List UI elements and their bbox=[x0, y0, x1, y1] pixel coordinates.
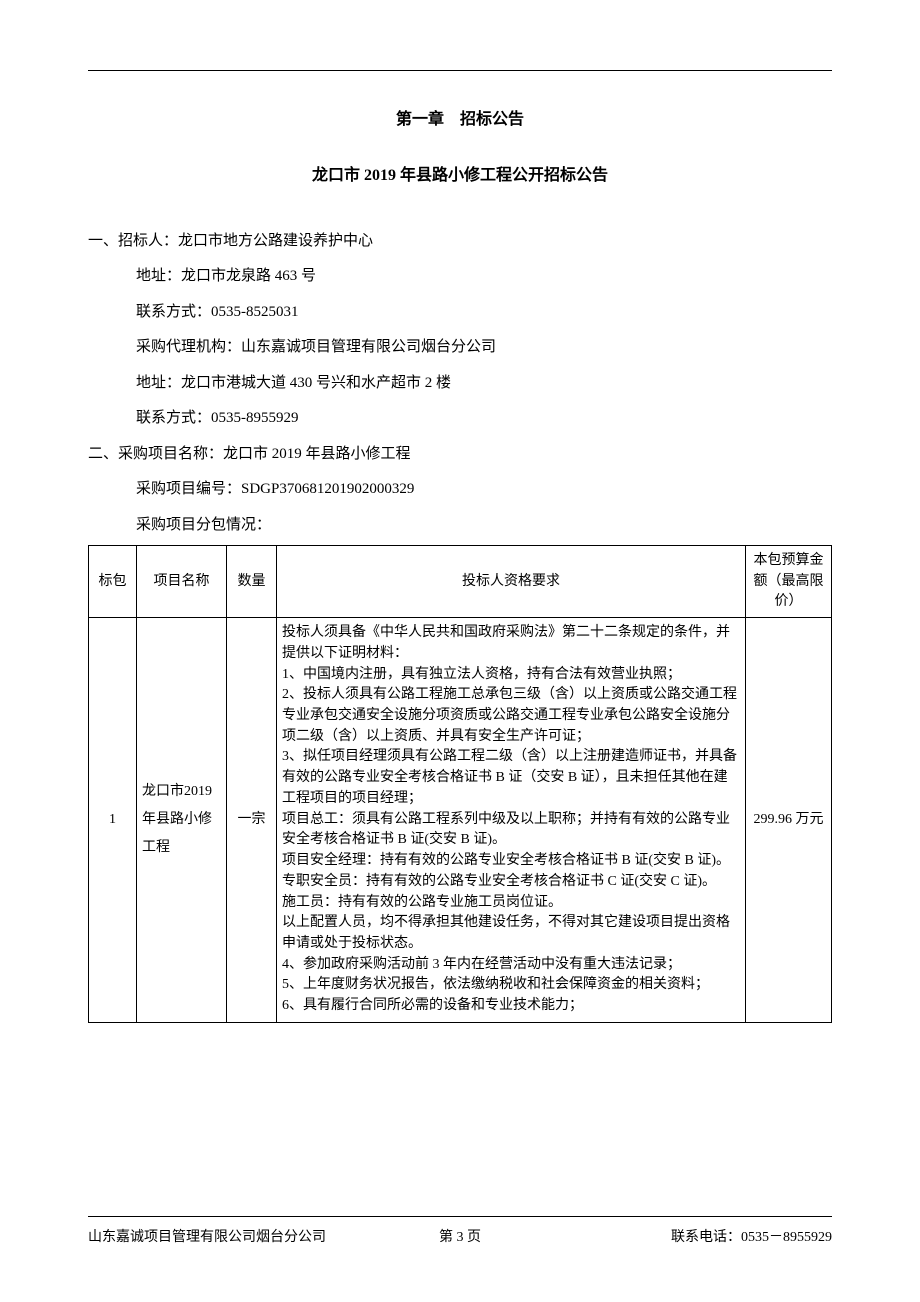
document-title: 龙口市 2019 年县路小修工程公开招标公告 bbox=[88, 161, 832, 191]
header-bid: 标包 bbox=[89, 546, 137, 618]
cell-qty: 一宗 bbox=[227, 618, 277, 1023]
top-horizontal-rule bbox=[88, 70, 832, 71]
cell-budget: 299.96 万元 bbox=[746, 618, 832, 1023]
project-name-heading: 二、采购项目名称：龙口市 2019 年县路小修工程 bbox=[88, 439, 832, 471]
header-budget: 本包预算金额（最高限价） bbox=[746, 546, 832, 618]
cell-bid: 1 bbox=[89, 618, 137, 1023]
agency-address: 地址：龙口市港城大道 430 号兴和水产超市 2 楼 bbox=[88, 368, 832, 400]
project-number: 采购项目编号：SDGP370681201902000329 bbox=[88, 474, 832, 506]
header-name: 项目名称 bbox=[137, 546, 227, 618]
section-1: 一、招标人：龙口市地方公路建设养护中心 地址：龙口市龙泉路 463 号 联系方式… bbox=[88, 226, 832, 435]
chapter-title: 第一章 招标公告 bbox=[88, 105, 832, 135]
header-req: 投标人资格要求 bbox=[277, 546, 746, 618]
bid-package-table: 标包 项目名称 数量 投标人资格要求 本包预算金额（最高限价） 1 龙口市201… bbox=[88, 545, 832, 1023]
footer-left: 山东嘉诚项目管理有限公司烟台分公司 bbox=[88, 1225, 326, 1252]
footer-contact: 联系电话：0535－8955929 bbox=[671, 1225, 832, 1252]
section-2: 二、采购项目名称：龙口市 2019 年县路小修工程 采购项目编号：SDGP370… bbox=[88, 439, 832, 542]
cell-req: 投标人须具备《中华人民共和国政府采购法》第二十二条规定的条件，并提供以下证明材料… bbox=[277, 618, 746, 1023]
requirements-text: 投标人须具备《中华人民共和国政府采购法》第二十二条规定的条件，并提供以下证明材料… bbox=[282, 623, 740, 1017]
agency-contact: 联系方式：0535-8955929 bbox=[88, 403, 832, 435]
bidder-address: 地址：龙口市龙泉路 463 号 bbox=[88, 261, 832, 293]
bidder-contact: 联系方式：0535-8525031 bbox=[88, 297, 832, 329]
cell-name: 龙口市2019 年县路小修工程 bbox=[137, 618, 227, 1023]
agency-name: 采购代理机构：山东嘉诚项目管理有限公司烟台分公司 bbox=[88, 332, 832, 364]
header-qty: 数量 bbox=[227, 546, 277, 618]
page-content: 第一章 招标公告 龙口市 2019 年县路小修工程公开招标公告 一、招标人：龙口… bbox=[0, 0, 920, 1063]
table-row: 1 龙口市2019 年县路小修工程 一宗 投标人须具备《中华人民共和国政府采购法… bbox=[89, 618, 832, 1023]
subpackage-intro: 采购项目分包情况： bbox=[88, 510, 832, 542]
bidder-heading: 一、招标人：龙口市地方公路建设养护中心 bbox=[88, 226, 832, 258]
table-header-row: 标包 项目名称 数量 投标人资格要求 本包预算金额（最高限价） bbox=[89, 546, 832, 618]
page-footer: 山东嘉诚项目管理有限公司烟台分公司 第 3 页 联系电话：0535－895592… bbox=[88, 1216, 832, 1252]
